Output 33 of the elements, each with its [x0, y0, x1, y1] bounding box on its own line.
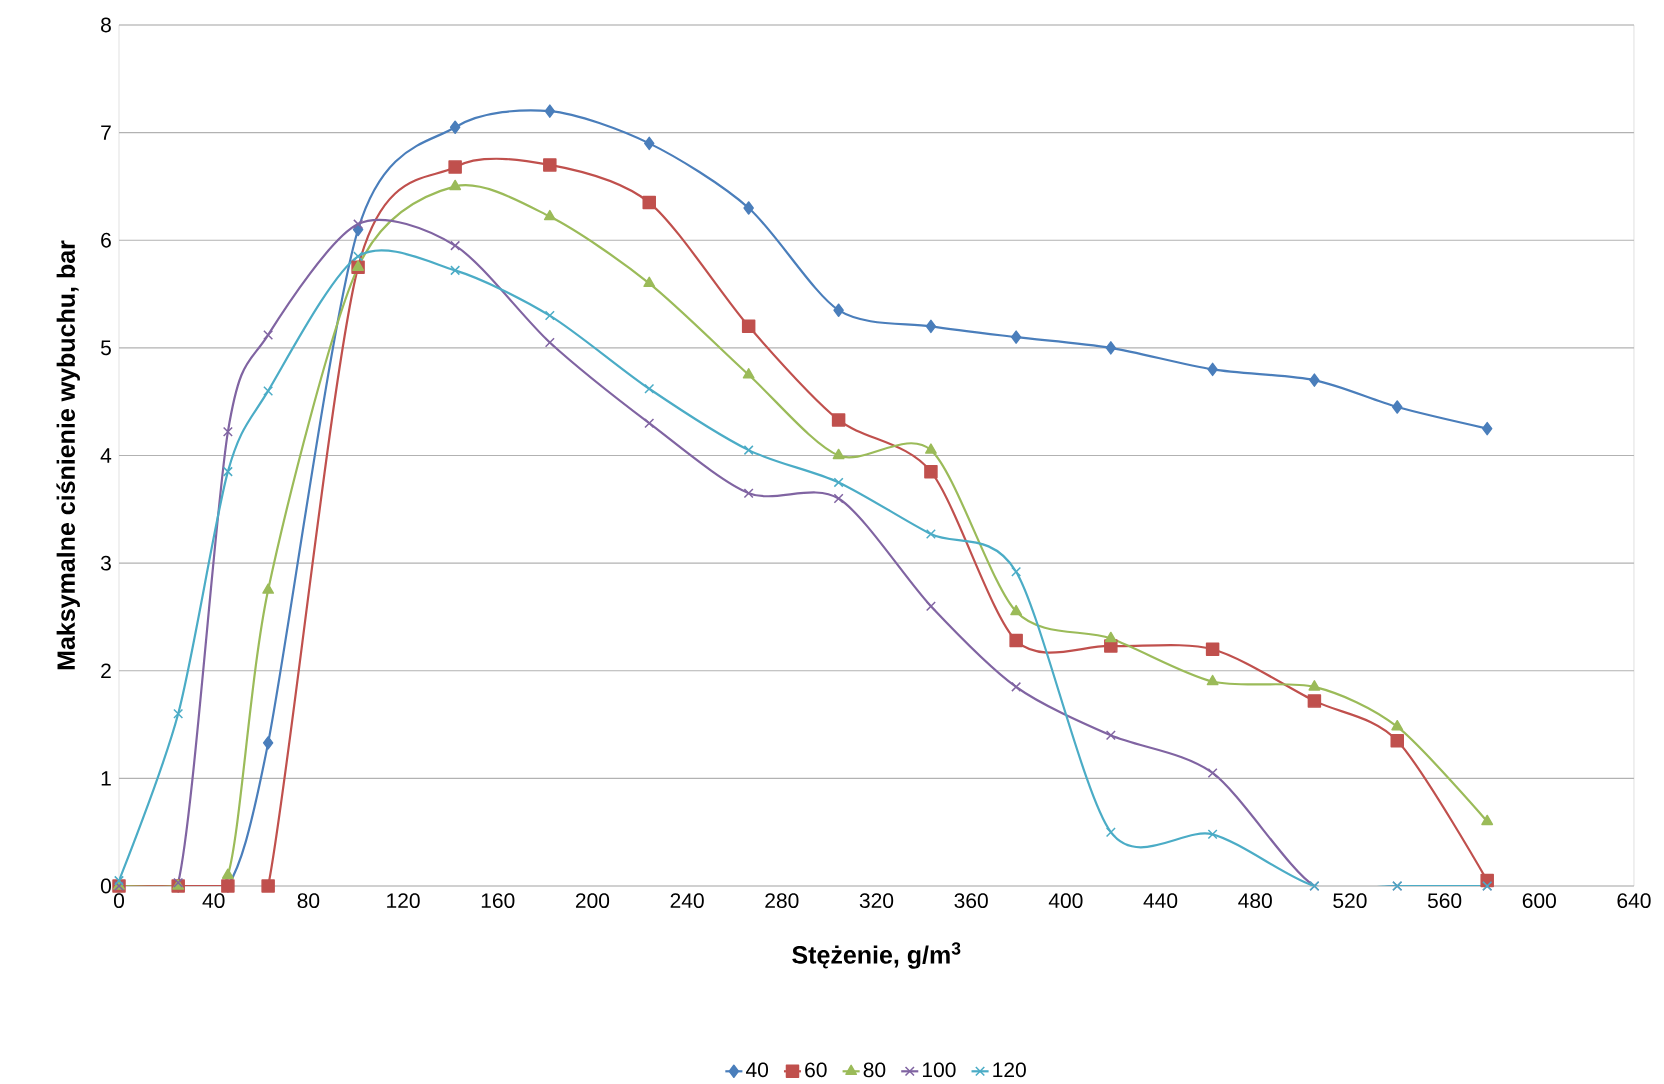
y-tick-label: 6: [101, 232, 111, 248]
x-tick-label: 400: [1048, 893, 1083, 908]
legend-label: 40: [745, 1062, 769, 1078]
x-tick-label: 160: [481, 893, 515, 908]
x-tick-label: 240: [670, 893, 704, 908]
x-tick-label: 520: [1333, 893, 1367, 908]
x-tick-label: 80: [297, 893, 320, 908]
y-tick-label: 0: [100, 878, 111, 894]
x-axis-title: Stężenie, g/m$^{3}$: [792, 942, 961, 969]
x-tick-label: 320: [859, 893, 894, 908]
x-tick-label: 560: [1427, 893, 1462, 908]
y-tick-label: 5: [100, 340, 111, 356]
legend-label: 120: [993, 1062, 1026, 1078]
x-tick-label: 200: [575, 893, 610, 908]
y-tick-label: 2: [101, 663, 111, 678]
y-axis-title: Maksymalne ciśnienie wybuchu, bar: [56, 240, 80, 670]
legend-label: 80: [863, 1062, 886, 1078]
legend-label: 60: [805, 1062, 827, 1078]
x-tick-label: 40: [202, 893, 225, 908]
legend-label: 100: [922, 1062, 956, 1078]
y-tick-label: 8: [101, 17, 111, 33]
y-tick-label: 7: [101, 125, 111, 140]
x-tick-label: 0: [113, 893, 125, 908]
x-tick-label: 640: [1617, 893, 1651, 908]
x-tick-label: 360: [954, 893, 988, 908]
y-tick-label: 4: [100, 448, 112, 463]
y-tick-label: 3: [100, 555, 111, 571]
x-tick-label: 120: [387, 893, 420, 908]
y-tick-label: 1: [101, 771, 111, 786]
x-tick-label: 480: [1238, 893, 1272, 908]
x-tick-label: 280: [765, 893, 799, 908]
x-tick-label: 600: [1522, 893, 1556, 908]
x-tick-label: 440: [1143, 893, 1178, 908]
